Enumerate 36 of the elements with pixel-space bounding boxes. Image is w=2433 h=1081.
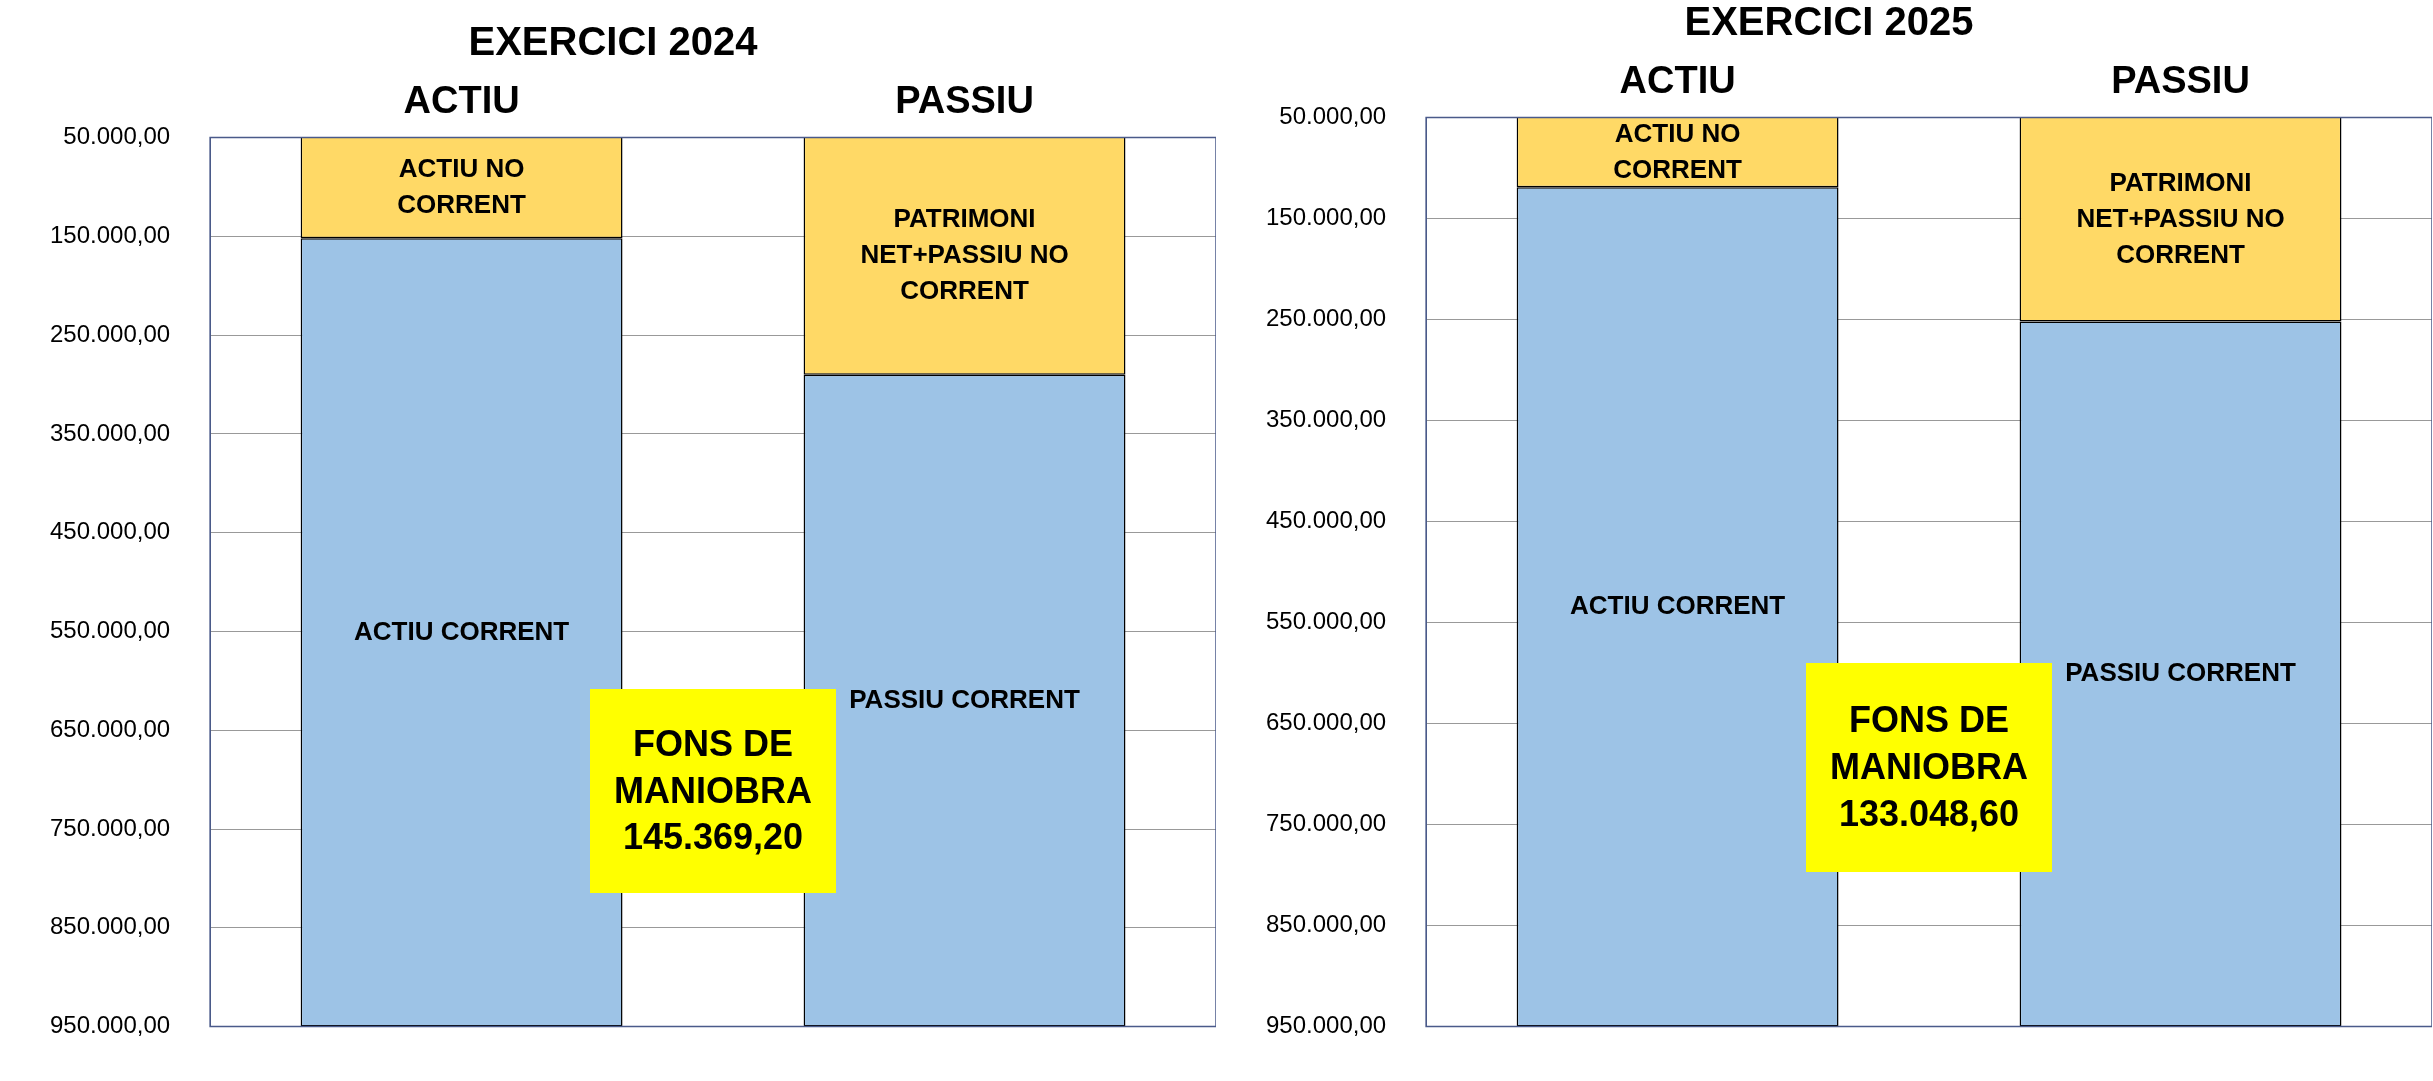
data-label: PATRIMONI NET+PASSIU NO CORRENT: [2076, 166, 2285, 269]
y-tick-label: 350.000,00: [49, 418, 171, 446]
x-tick-label: PASSIU: [2111, 59, 2250, 102]
x-tick-label: ACTIU: [403, 79, 520, 122]
y-tick-label: 750.000,00: [1265, 809, 1387, 837]
y-tick-label: 150.000,00: [1265, 203, 1387, 231]
y-tick-label: 250.000,00: [1265, 304, 1387, 332]
y-tick-label: 450.000,00: [1265, 506, 1387, 534]
data-label: ACTIU CORRENT: [353, 615, 570, 646]
y-tick-label: 550.000,00: [1265, 607, 1387, 635]
data-label: PASSIU CORRENT: [2065, 657, 2296, 688]
chart-title: EXERCICI 2025: [1684, 0, 1974, 44]
y-tick-label: 950.000,00: [1265, 1011, 1387, 1039]
chart-title: EXERCICI 2024: [468, 19, 759, 64]
y-tick-label: 750.000,00: [49, 813, 171, 841]
y-tick-label: 50.000,00: [1279, 102, 1387, 130]
y-tick-label: 850.000,00: [1265, 910, 1387, 938]
y-tick-label: 350.000,00: [1265, 405, 1387, 433]
data-label: ACTIU NO CORRENT: [397, 153, 526, 220]
y-tick-label: 250.000,00: [49, 319, 171, 347]
y-tick-label: 650.000,00: [1265, 708, 1387, 736]
data-label: PASSIU CORRENT: [849, 683, 1080, 714]
data-label: PATRIMONI NET+PASSIU NO CORRENT: [860, 203, 1069, 306]
y-tick-label: 650.000,00: [49, 714, 171, 742]
annotation: FONS DE MANIOBRA 133.048,60: [1805, 663, 2053, 873]
y-tick-label: 850.000,00: [49, 912, 171, 940]
x-tick-label: ACTIU: [1619, 59, 1736, 102]
data-label: ACTIU CORRENT: [1569, 590, 1786, 621]
y-tick-label: 50.000,00: [63, 122, 171, 150]
y-tick-label: 950.000,00: [49, 1011, 171, 1039]
y-tick-label: 150.000,00: [49, 221, 171, 248]
y-tick-label: 450.000,00: [49, 517, 171, 545]
y-tick-label: 550.000,00: [49, 616, 171, 644]
x-tick-label: PASSIU: [895, 79, 1034, 122]
data-label: ACTIU NO CORRENT: [1613, 117, 1742, 184]
annotation: FONS DE MANIOBRA 145.369,20: [589, 688, 837, 894]
